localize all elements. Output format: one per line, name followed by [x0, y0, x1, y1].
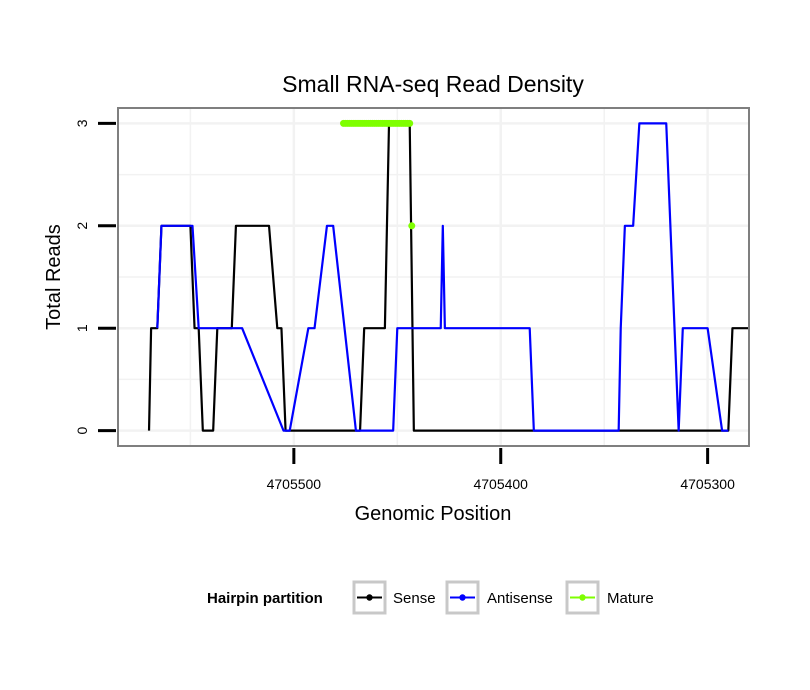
y-tick-label: 1: [74, 324, 90, 332]
x-axis: 4705500 4705400 4705300: [267, 448, 735, 492]
x-tick-label: 4705300: [680, 476, 735, 492]
legend-item-mature: Mature: [565, 580, 654, 615]
y-tick-label: 0: [74, 427, 90, 435]
chart-title: Small RNA-seq Read Density: [282, 71, 584, 97]
series-mature: [340, 119, 416, 230]
legend-label-antisense: Antisense: [487, 590, 553, 607]
x-tick-label: 4705500: [267, 476, 322, 492]
legend-item-sense: Sense: [352, 580, 436, 615]
plot-border: [117, 107, 750, 447]
series-antisense: [156, 122, 729, 432]
legend-key-point: [366, 594, 373, 601]
x-axis-title: Genomic Position: [355, 503, 512, 525]
series-layer: [147, 119, 749, 432]
legend-label-sense: Sense: [393, 590, 436, 607]
legend-title: Hairpin partition: [207, 590, 323, 607]
data-point-mature: [406, 119, 414, 127]
series-sense: [147, 122, 749, 432]
y-tick-label: 3: [74, 119, 90, 127]
y-axis-title: Total Reads: [43, 224, 65, 330]
y-tick-label: 2: [74, 222, 90, 230]
legend-key-point: [459, 594, 466, 601]
series-line-antisense: [156, 122, 729, 432]
legend-key-point: [579, 594, 586, 601]
x-tick-label: 4705400: [473, 476, 528, 492]
y-axis: 0 1 2 3: [74, 119, 116, 435]
series-line-sense: [147, 122, 749, 432]
legend-item-antisense: Antisense: [445, 580, 553, 615]
data-point-mature: [408, 222, 416, 230]
legend-keys: Sense Antisense Mature: [352, 580, 654, 615]
legend-label-mature: Mature: [607, 590, 654, 607]
legend: Hairpin partition Sense Antisense Mature: [207, 580, 654, 615]
